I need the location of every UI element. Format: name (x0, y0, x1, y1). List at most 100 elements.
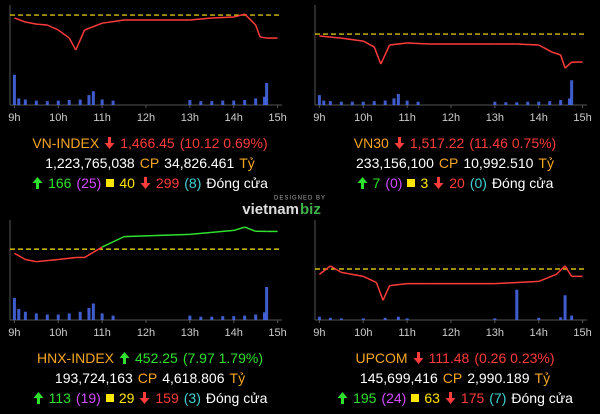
index-line-segment (559, 54, 566, 69)
volume-bar (559, 317, 563, 320)
index-value: 452.25 (135, 350, 178, 366)
cp-label: CP (139, 155, 160, 171)
index-line-segment (341, 271, 364, 278)
volume-bar (350, 101, 354, 105)
volume-text: 1,223,765,038 (45, 155, 135, 171)
index-line-segment (341, 37, 364, 42)
volume-bar (570, 80, 574, 105)
unit-label: Tỷ (538, 155, 554, 171)
value-text: 34,826.461 (164, 155, 235, 171)
floor-count: (8) (184, 175, 202, 191)
volume-bar (221, 100, 225, 105)
index-line-segment (259, 36, 267, 39)
x-tick-label: 11h (93, 112, 111, 124)
index-line-segment (46, 24, 59, 31)
index-line-segment (36, 258, 59, 263)
volume-bar (87, 95, 91, 105)
index-line-segment (84, 22, 103, 31)
floor-count: (3) (183, 390, 201, 406)
volume-bar (87, 307, 91, 320)
index-line-segment (233, 226, 245, 232)
volume-bar (515, 102, 519, 105)
volume-bar (17, 309, 21, 320)
volume-bar (100, 99, 104, 105)
volume-bar (416, 101, 420, 105)
index-line-segment (102, 19, 125, 24)
volume-bar (210, 316, 214, 320)
volume-row: 233,156,100 CP 10,992.510 Tỷ (305, 154, 600, 172)
volume-bar (396, 316, 400, 320)
index-line-segment (36, 23, 48, 26)
index-line-segment (58, 256, 76, 261)
ceiling-count: (24) (381, 390, 407, 406)
index-line-segment (318, 265, 331, 275)
arrow-icon (337, 392, 348, 404)
volume-bar (493, 318, 497, 320)
volume-bar (199, 101, 203, 105)
volume-bar (254, 98, 258, 105)
volume-bar (188, 100, 192, 105)
index-line-segment (373, 46, 382, 65)
volume-bar (67, 313, 71, 320)
volume-bar (78, 311, 82, 320)
index-line-segment (555, 265, 566, 275)
volume-bar (317, 316, 321, 320)
arrow-shape (140, 177, 151, 189)
ceiling-count: (19) (75, 390, 101, 406)
volume-bar (515, 289, 519, 320)
index-row: VN30 1,517.22 (11.46 0.75%) (305, 134, 600, 152)
arrow-icon (33, 392, 44, 404)
index-name: VN30 (353, 135, 389, 151)
volume-bar (111, 315, 115, 320)
index-line-segment (57, 29, 70, 39)
volume-bar (91, 303, 95, 320)
arrow-shape (433, 177, 444, 189)
x-tick-label: 13h (486, 327, 504, 339)
index-line-segment (389, 42, 408, 46)
index-line-segment (254, 24, 261, 38)
volume-bar (34, 100, 38, 105)
volume-bar (78, 99, 82, 105)
volume-bar (23, 99, 27, 105)
unchanged-count: 63 (424, 390, 440, 406)
x-tick-label: 9h (8, 112, 20, 124)
arrow-icon (104, 137, 115, 149)
volume-row: 193,724,163 CP 4,618.806 Tỷ (0, 369, 300, 387)
volume-bar (504, 102, 508, 105)
square-shape (105, 394, 114, 402)
cp-label: CP (442, 370, 463, 386)
index-line-segment (362, 40, 375, 48)
volume-bar (361, 318, 365, 320)
x-tick-label: 10h (49, 112, 67, 124)
volume-bar (67, 100, 71, 105)
arrow-shape (413, 352, 424, 364)
index-line-segment (211, 16, 234, 19)
x-tick-label: 13h (181, 112, 199, 124)
down-count: 299 (155, 175, 180, 191)
volume-bar (262, 312, 266, 320)
x-tick-label: 14h (530, 112, 548, 124)
breadth-row: 113 (19) 29 159 (3) Đóng cửa (0, 389, 300, 407)
index-line-segment (389, 282, 408, 287)
x-tick-label: 9h (8, 327, 20, 339)
x-tick-label: 15h (573, 327, 591, 339)
volume-bar (221, 316, 225, 320)
unchanged-count: 29 (118, 390, 135, 406)
volume-bar (12, 74, 16, 105)
index-line-segment (25, 258, 37, 263)
volume-text: 145,699,416 (359, 370, 438, 386)
unit-label: Tỷ (534, 370, 551, 386)
index-row: VN-INDEX 1,466.45 (10.12 0.69%) (0, 134, 300, 152)
volume-bar (111, 100, 115, 105)
square-icon (407, 179, 416, 187)
arrow-shape (119, 352, 130, 364)
index-line-segment (564, 61, 573, 69)
volume-bar (12, 298, 16, 320)
index-line-segment (244, 13, 257, 26)
cp-label: CP (137, 370, 158, 386)
volume-text: 193,724,163 (54, 370, 133, 386)
floor-count: (0) (469, 175, 487, 191)
index-line-segment (233, 13, 245, 18)
unit-label: Tỷ (229, 370, 246, 386)
